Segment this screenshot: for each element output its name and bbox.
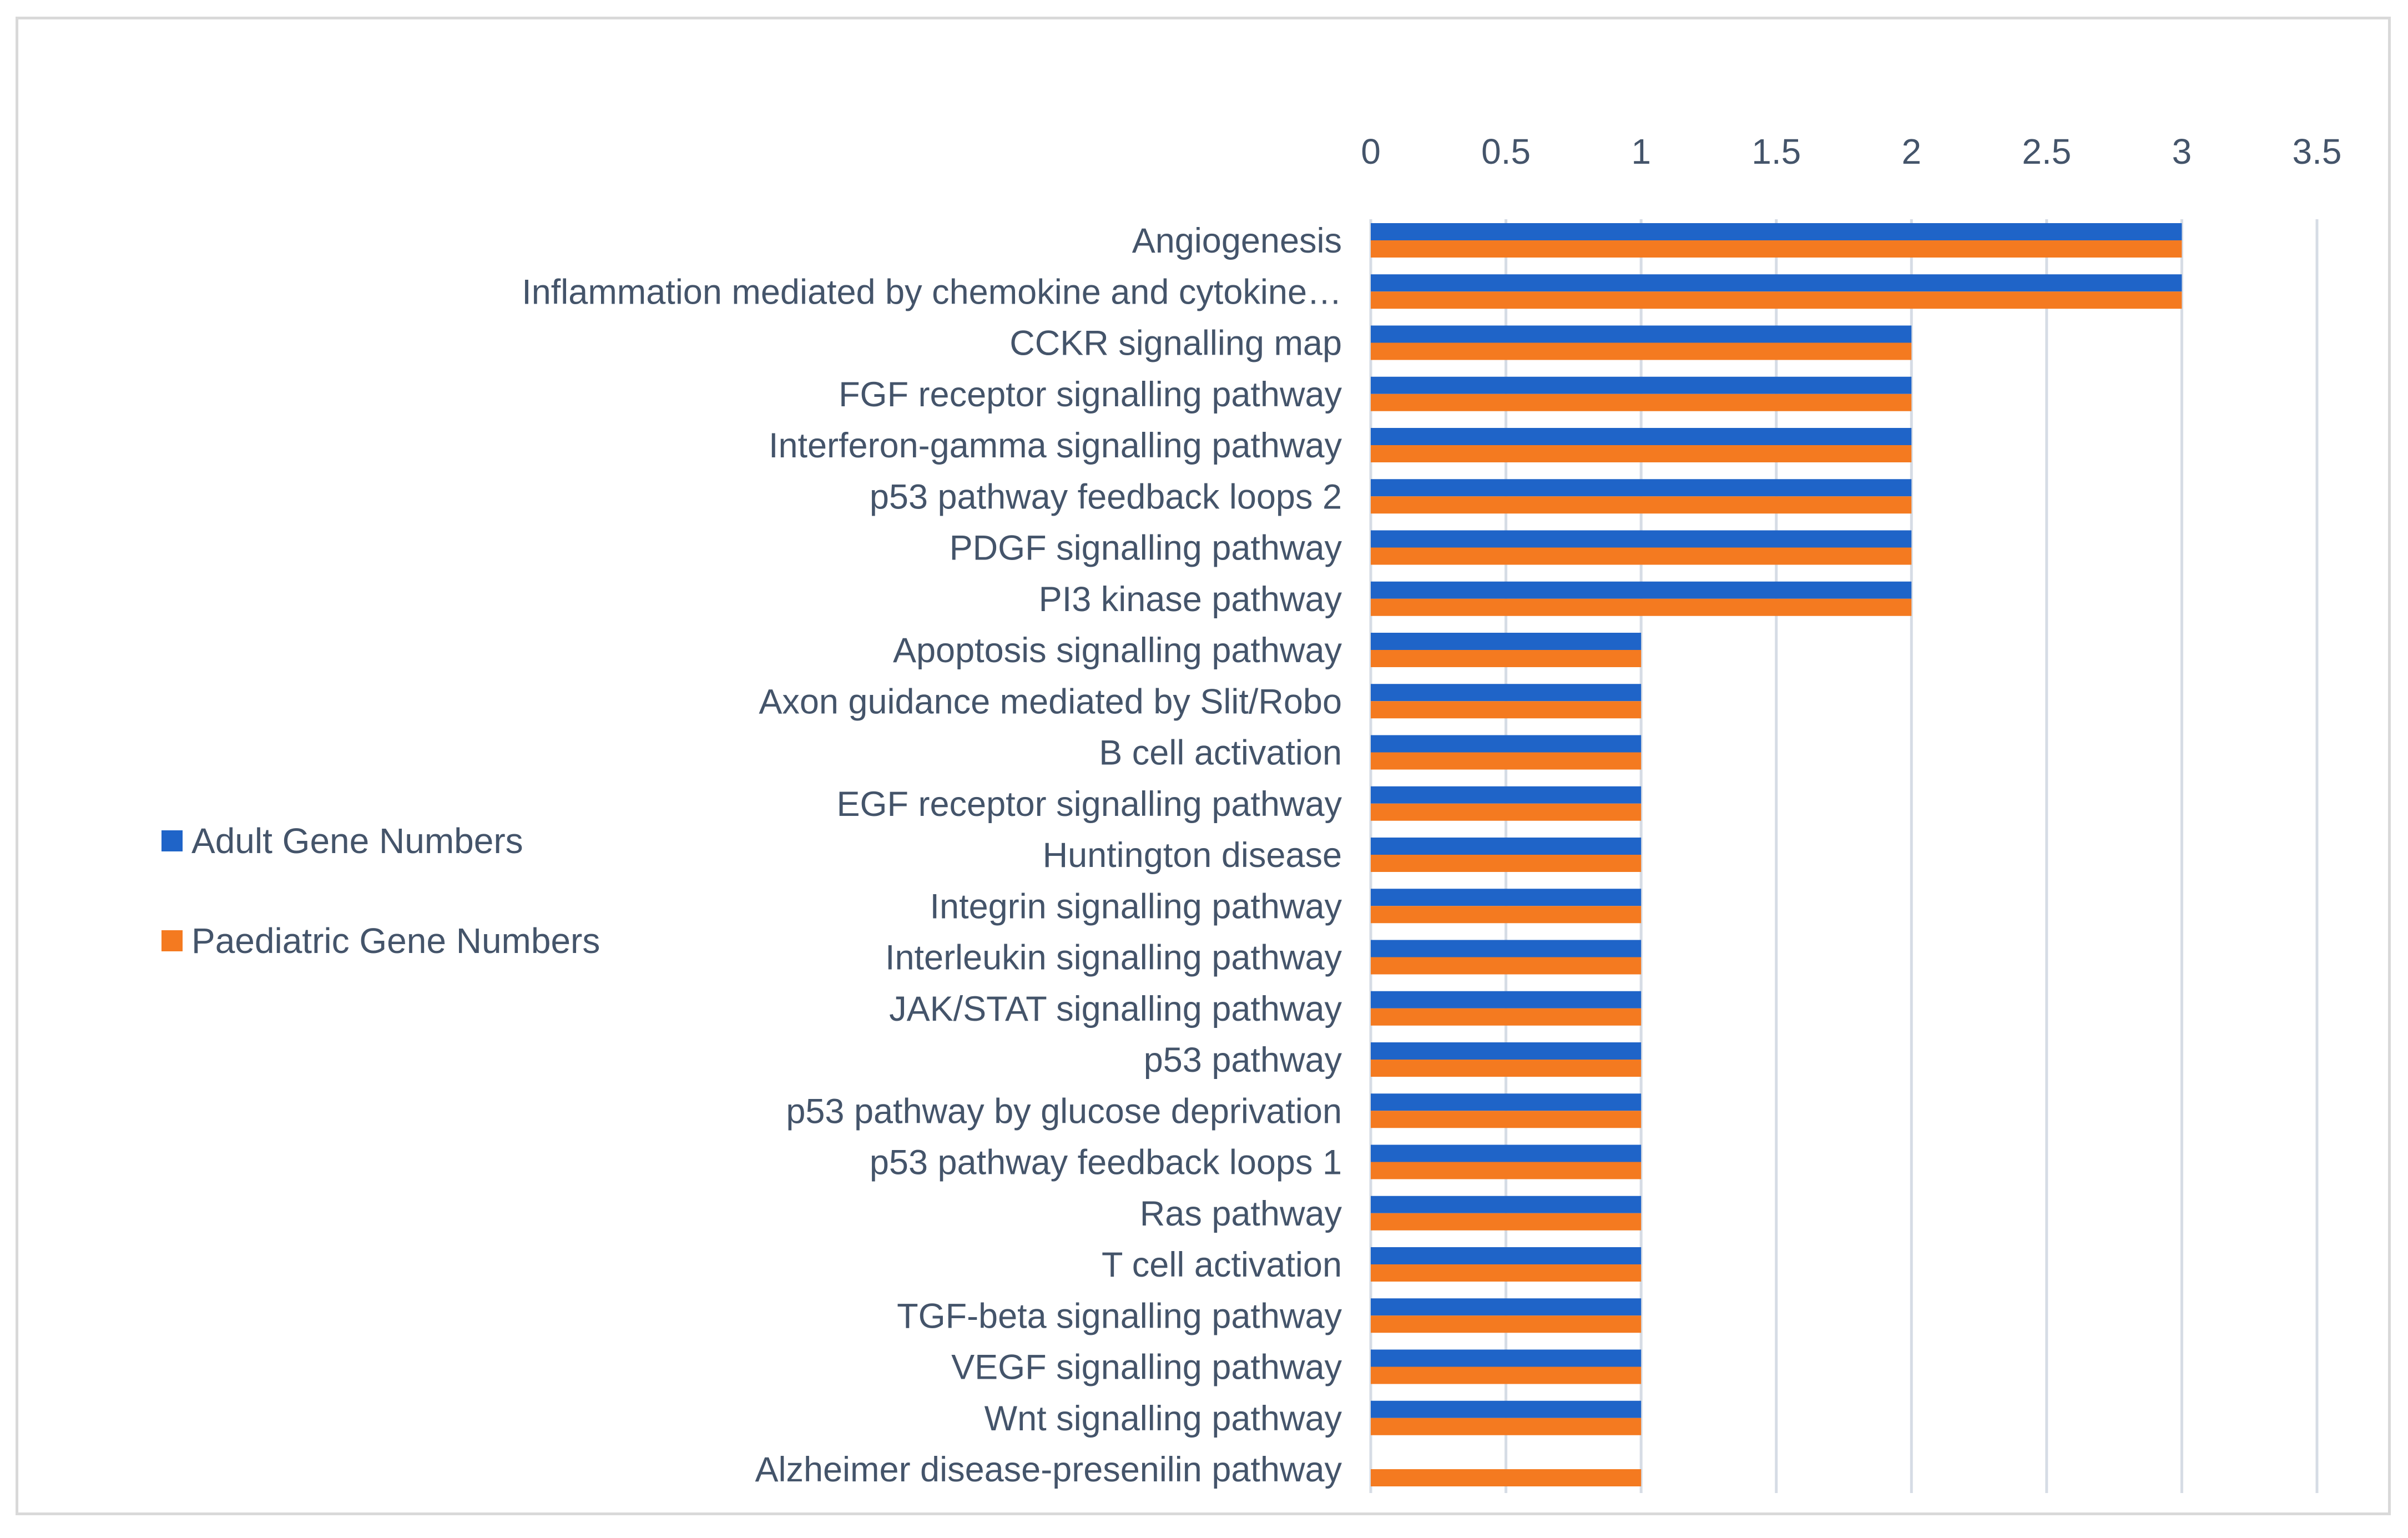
category-label: Huntington disease xyxy=(1043,836,1342,875)
adult-bar xyxy=(1371,838,1642,855)
x-tick-label: 2 xyxy=(1901,132,1921,172)
paediatric-bar xyxy=(1371,1008,1642,1026)
adult-bar xyxy=(1371,325,1912,343)
paediatric-bar xyxy=(1371,1418,1642,1435)
adult-bar xyxy=(1371,530,1912,548)
category-label: Interleukin signalling pathway xyxy=(885,939,1342,977)
category-label: Apoptosis signalling pathway xyxy=(893,631,1342,670)
category-label: p53 pathway xyxy=(1144,1041,1342,1080)
category-label: Inflammation mediated by chemokine and c… xyxy=(522,273,1342,311)
adult-bar xyxy=(1371,274,2182,292)
legend-swatch xyxy=(161,830,183,851)
paediatric-bar xyxy=(1371,598,1912,616)
paediatric-bar xyxy=(1371,855,1642,872)
paediatric-bar xyxy=(1371,1060,1642,1077)
adult-bar xyxy=(1371,428,1912,445)
category-label: p53 pathway by glucose deprivation xyxy=(786,1092,1342,1131)
paediatric-bar xyxy=(1371,803,1642,821)
adult-bar xyxy=(1371,1298,1642,1316)
paediatric-bar xyxy=(1371,701,1642,719)
paediatric-bar xyxy=(1371,547,1912,565)
adult-bar xyxy=(1371,735,1642,753)
adult-bar xyxy=(1371,889,1642,906)
category-label: TGF-beta signalling pathway xyxy=(897,1297,1342,1335)
adult-bar xyxy=(1371,581,1912,599)
adult-bar xyxy=(1371,684,1642,702)
adult-bar xyxy=(1371,1144,1642,1162)
category-label: Axon guidance mediated by Slit/Robo xyxy=(759,682,1342,721)
x-tick-label: 0 xyxy=(1361,132,1381,172)
paediatric-bar xyxy=(1371,496,1912,514)
paediatric-bar xyxy=(1371,291,2182,309)
x-tick-label: 1 xyxy=(1631,132,1651,172)
bars xyxy=(1371,223,2182,1486)
category-label: Integrin signalling pathway xyxy=(930,887,1342,926)
adult-bar xyxy=(1371,991,1642,1008)
category-labels: Angiogenesis Inflammation mediated by che… xyxy=(522,221,1342,1489)
paediatric-bar xyxy=(1371,342,1912,360)
adult-bar xyxy=(1371,1093,1642,1111)
category-label: JAK/STAT signalling pathway xyxy=(889,990,1342,1028)
paediatric-bar xyxy=(1371,1162,1642,1179)
paediatric-bar xyxy=(1371,1213,1642,1231)
category-label: Ras pathway xyxy=(1140,1194,1342,1233)
category-label: Wnt signalling pathway xyxy=(985,1399,1342,1438)
adult-bar xyxy=(1371,376,1912,394)
adult-bar xyxy=(1371,786,1642,804)
paediatric-bar xyxy=(1371,957,1642,975)
x-tick-label: 3 xyxy=(2172,132,2192,172)
adult-bar xyxy=(1371,1400,1642,1418)
x-tick-label: 1.5 xyxy=(1751,132,1801,172)
legend-label: Paediatric Gene Numbers xyxy=(191,921,600,961)
paediatric-bar xyxy=(1371,1111,1642,1128)
adult-bar xyxy=(1371,1247,1642,1264)
category-label: EGF receptor signalling pathway xyxy=(837,785,1342,824)
adult-bar xyxy=(1371,1349,1642,1367)
category-label: B cell activation xyxy=(1099,734,1342,773)
adult-bar xyxy=(1371,1196,1642,1213)
paediatric-bar xyxy=(1371,1366,1642,1384)
category-label: PDGF signalling pathway xyxy=(950,529,1342,568)
category-label: Alzheimer disease-presenilin pathway xyxy=(755,1450,1342,1489)
bar-chart: 0 0.5 1 1.5 2 2.5 3 3.5 Angiogenesis Inflammatio… xyxy=(161,132,2341,1493)
x-tick-label: 3.5 xyxy=(2293,132,2342,172)
chart-frame: 0 0.5 1 1.5 2 2.5 3 3.5 Angiogenesis Inflammatio… xyxy=(16,17,2391,1515)
paediatric-bar xyxy=(1371,394,1912,411)
paediatric-bar xyxy=(1371,1469,1642,1486)
legend-swatch xyxy=(161,930,183,951)
category-label: PI3 kinase pathway xyxy=(1039,580,1342,619)
x-axis-ticks: 0 0.5 1 1.5 2 2.5 3 3.5 xyxy=(1361,132,2341,172)
category-label: CCKR signalling map xyxy=(1009,324,1342,363)
category-label: T cell activation xyxy=(1102,1245,1342,1284)
category-label: p53 pathway feedback loops 2 xyxy=(870,477,1342,516)
paediatric-bar xyxy=(1371,752,1642,770)
legend-label: Adult Gene Numbers xyxy=(191,821,523,861)
paediatric-bar xyxy=(1371,1264,1642,1282)
category-label: Angiogenesis xyxy=(1132,221,1342,260)
paediatric-bar xyxy=(1371,650,1642,667)
adult-bar xyxy=(1371,940,1642,957)
category-label: FGF receptor signalling pathway xyxy=(839,375,1342,414)
paediatric-bar xyxy=(1371,445,1912,462)
paediatric-bar xyxy=(1371,1315,1642,1333)
adult-bar xyxy=(1371,1042,1642,1060)
category-label: Interferon-gamma signalling pathway xyxy=(769,426,1342,465)
adult-bar xyxy=(1371,479,1912,497)
paediatric-bar xyxy=(1371,906,1642,924)
legend: Adult Gene Numbers Paediatric Gene Number… xyxy=(161,821,600,961)
paediatric-bar xyxy=(1371,240,2182,258)
adult-bar xyxy=(1371,223,2182,240)
category-label: p53 pathway feedback loops 1 xyxy=(870,1143,1342,1182)
adult-bar xyxy=(1371,633,1642,650)
x-tick-label: 0.5 xyxy=(1481,132,1531,172)
category-label: VEGF signalling pathway xyxy=(951,1348,1342,1387)
x-tick-label: 2.5 xyxy=(2022,132,2071,172)
